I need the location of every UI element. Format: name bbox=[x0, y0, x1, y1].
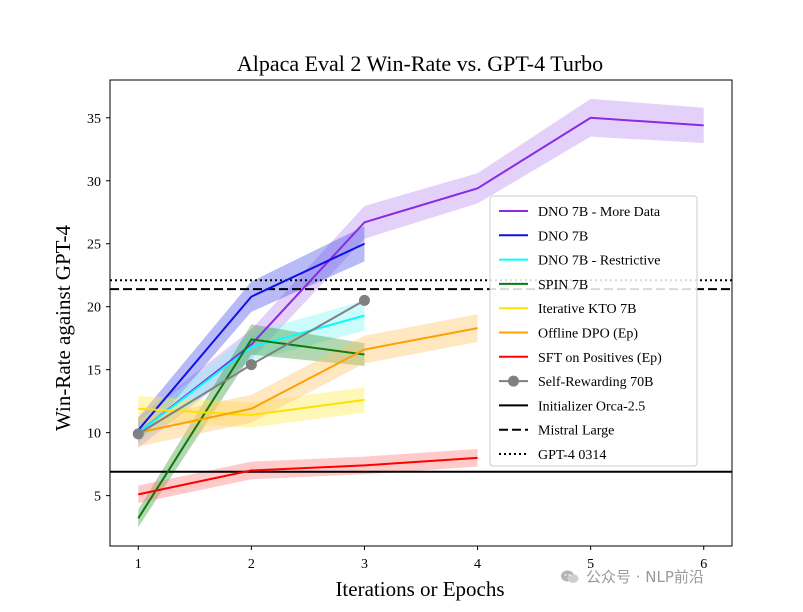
series-line-sft-on-positives-ep bbox=[138, 456, 478, 496]
band-dno-7b bbox=[138, 226, 365, 443]
x-axis-label: Iterations or Epochs bbox=[335, 577, 504, 601]
point-self-rewarding-70b-1 bbox=[132, 428, 144, 440]
wechat-icon bbox=[561, 570, 579, 583]
series-line-dno-7b-more-data bbox=[137, 116, 704, 434]
legend: DNO 7B - More Data DNO 7B DNO 7B - Restric… bbox=[489, 195, 698, 467]
legend-label-self-rewarding-70b: Self-Rewarding 70B bbox=[538, 375, 653, 390]
legend-label-gpt-4-0314: GPT-4 0314 bbox=[538, 448, 606, 463]
series-line-offline-dpo-ep bbox=[138, 327, 478, 434]
band-iterative-kto-7b bbox=[138, 387, 365, 428]
band-dno-7b-restrictive bbox=[138, 300, 365, 444]
y-axis-label: Win-Rate against GPT-4 bbox=[51, 224, 75, 431]
legend-label-dno-7b-restrictive: DNO 7B - Restrictive bbox=[538, 254, 660, 269]
legend-label-offline-dpo-ep: Offline DPO (Ep) bbox=[538, 327, 638, 342]
band-spin-7b bbox=[138, 324, 365, 528]
y-tick-label-15: 15 bbox=[87, 364, 101, 379]
plot-area bbox=[110, 98, 732, 528]
x-tick-label-6: 6 bbox=[700, 557, 707, 572]
series-line-dno-7b bbox=[137, 242, 365, 431]
legend-label-dno-7b: DNO 7B bbox=[538, 229, 588, 244]
chart-title: Alpaca Eval 2 Win-Rate vs. GPT-4 Turbo bbox=[237, 51, 603, 76]
x-tick-label-4: 4 bbox=[474, 557, 481, 572]
y-tick-label-20: 20 bbox=[87, 301, 101, 316]
x-tick-label-3: 3 bbox=[361, 557, 368, 572]
legend-label-dno-7b-more-data: DNO 7B - More Data bbox=[538, 205, 661, 220]
y-tick-label-35: 35 bbox=[87, 112, 101, 127]
x-tick-label-5: 5 bbox=[587, 557, 594, 572]
axes: Iterations or Epochs Win-Rate against GP… bbox=[51, 79, 733, 601]
y-tick-label-5: 5 bbox=[94, 490, 101, 505]
band-sft-on-positives-ep bbox=[138, 449, 478, 504]
legend-label-mistral-large: Mistral Large bbox=[538, 424, 614, 439]
legend-marker-self-rewarding-70b bbox=[508, 375, 519, 387]
watermark-text: 公众号 · NLP前沿 bbox=[586, 568, 704, 586]
x-tick-label-1: 1 bbox=[135, 557, 142, 572]
y-tick-label-25: 25 bbox=[87, 238, 101, 253]
point-self-rewarding-70b-2 bbox=[245, 359, 257, 371]
legend-label-spin-7b: SPIN 7B bbox=[538, 278, 588, 293]
legend-box bbox=[489, 195, 698, 467]
legend-label-initializer-orca-2-5: Initializer Orca-2.5 bbox=[538, 399, 645, 414]
band-dno-7b-more-data bbox=[138, 98, 704, 448]
series-line-dno-7b-restrictive bbox=[137, 314, 365, 434]
point-self-rewarding-70b-3 bbox=[358, 294, 370, 306]
legend-label-sft-on-positives-ep: SFT on Positives (Ep) bbox=[538, 351, 662, 366]
watermark: 公众号 · NLP前沿 bbox=[560, 566, 704, 587]
y-tick-label-10: 10 bbox=[87, 427, 101, 442]
axes-frame bbox=[109, 79, 733, 547]
y-tick-label-30: 30 bbox=[87, 175, 101, 190]
legend-label-iterative-kto-7b: Iterative KTO 7B bbox=[538, 302, 637, 317]
x-tick-label-2: 2 bbox=[248, 557, 255, 572]
series-line-spin-7b bbox=[137, 338, 365, 519]
